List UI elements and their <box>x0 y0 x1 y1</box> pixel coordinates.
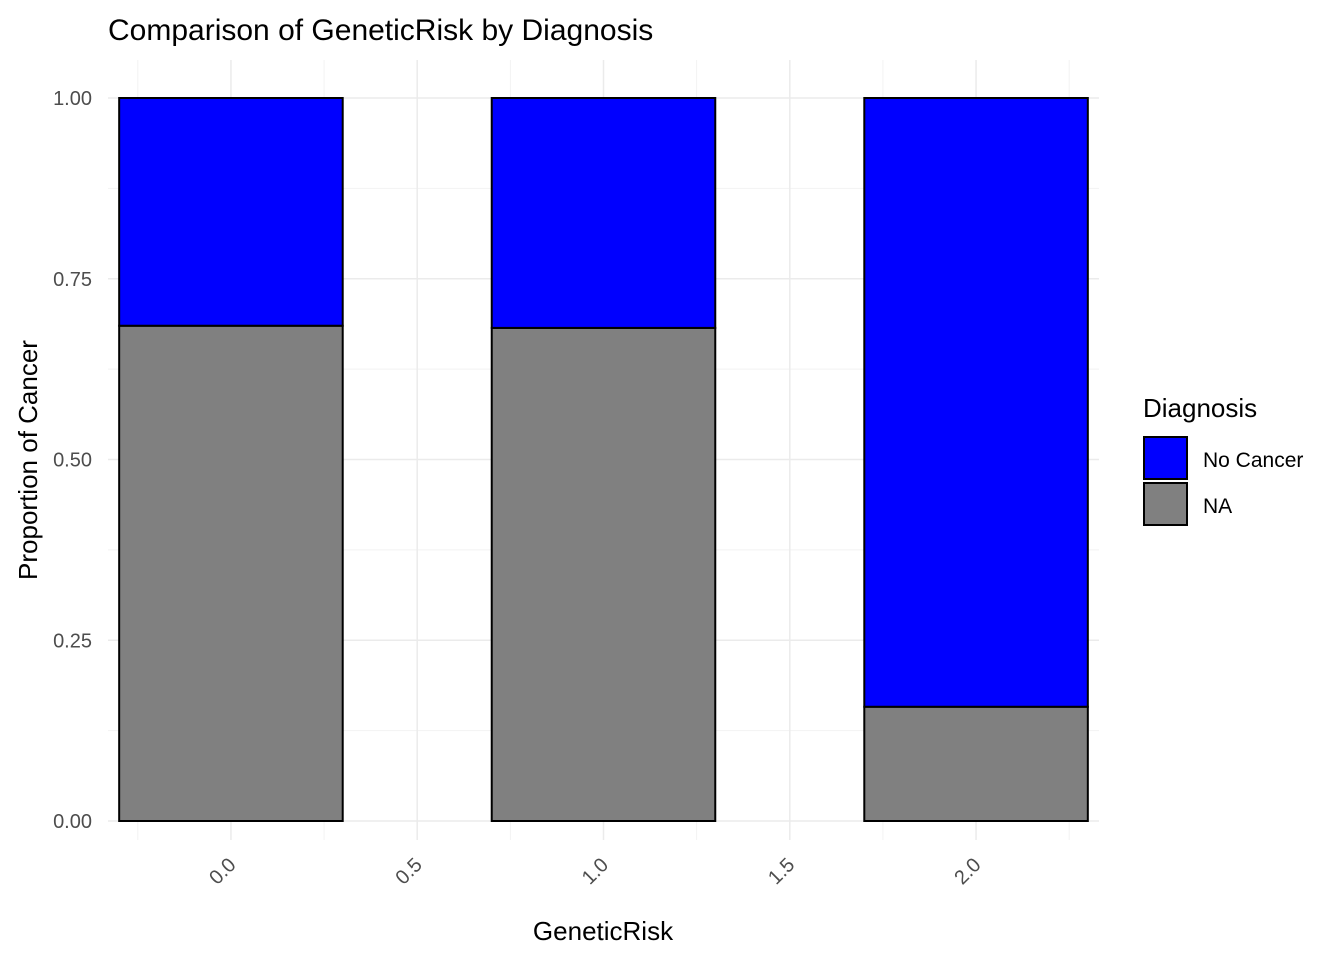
y-tick-label: 0.00 <box>53 811 92 833</box>
x-axis-ticks: 0.0 0.5 1.0 1.5 2.0 <box>205 854 985 889</box>
bar-na <box>490 326 717 822</box>
bar-no-cancer <box>490 97 717 329</box>
bar-no-cancer <box>863 97 1089 708</box>
x-tick-label: 1.0 <box>578 854 613 889</box>
bar-na <box>118 324 344 822</box>
y-tick-label: 0.25 <box>53 630 92 652</box>
legend-swatch <box>1143 436 1188 480</box>
x-tick-label: 0.0 <box>205 854 240 889</box>
y-tick-label: 1.00 <box>53 88 92 110</box>
legend-label: NA <box>1203 495 1232 518</box>
y-axis-title: Proportion of Cancer <box>13 340 43 580</box>
x-axis-title: GeneticRisk <box>533 916 674 946</box>
bars <box>118 97 1089 822</box>
legend: Diagnosis No Cancer NA <box>1143 393 1303 526</box>
bar-no-cancer <box>118 97 344 327</box>
x-tick-label: 1.5 <box>764 854 799 889</box>
y-axis-ticks: 0.00 0.25 0.50 0.75 1.00 <box>53 88 92 833</box>
legend-swatch <box>1143 482 1188 526</box>
legend-label: No Cancer <box>1203 449 1303 472</box>
legend-title: Diagnosis <box>1143 393 1257 423</box>
x-tick-label: 2.0 <box>950 854 985 889</box>
chart-title: Comparison of GeneticRisk by Diagnosis <box>108 14 653 47</box>
y-tick-label: 0.75 <box>53 269 92 291</box>
bar-na <box>863 705 1089 822</box>
x-tick-label: 0.5 <box>392 854 427 889</box>
y-tick-label: 0.50 <box>53 450 92 472</box>
